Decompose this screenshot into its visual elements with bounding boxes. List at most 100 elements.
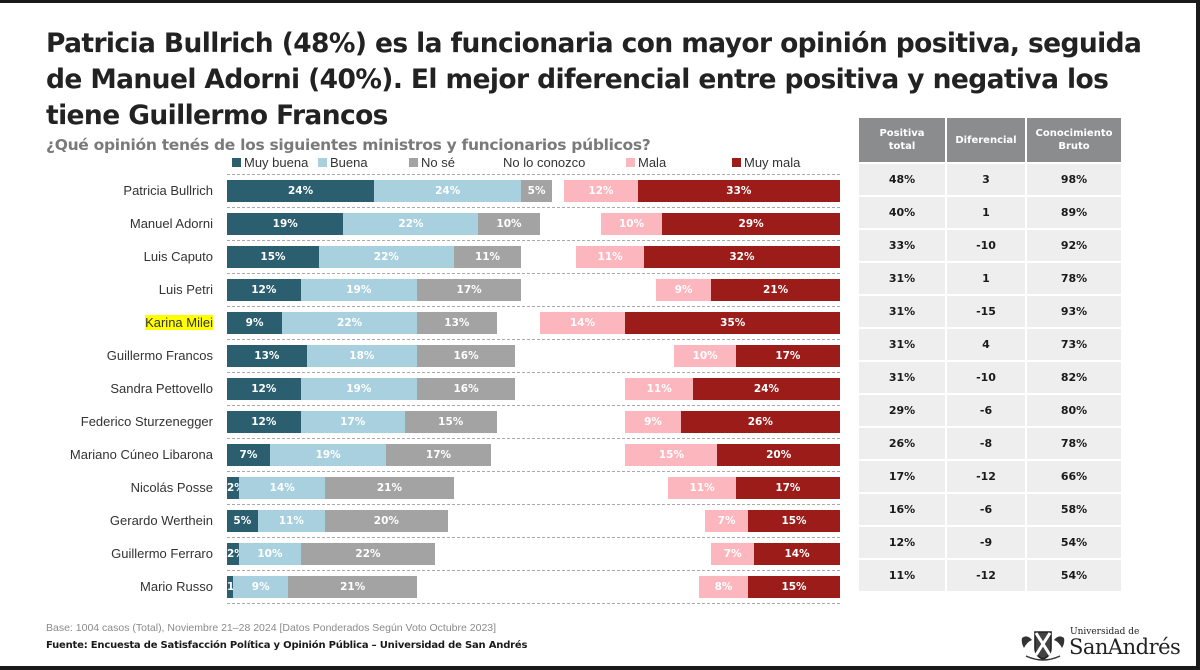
- data-label: 7%: [239, 449, 258, 461]
- bar-segment-no-s-: 20%: [325, 510, 448, 532]
- bar-segment-buena: 22%: [318, 246, 454, 268]
- legend-item-no-lo-conozco: No lo conozco: [503, 155, 585, 170]
- bar-segment-buena: 22%: [343, 213, 479, 235]
- data-label: 12%: [251, 416, 277, 428]
- summary-table-row: 26% -8 78%: [859, 428, 1121, 459]
- legend-label: No sé: [421, 155, 455, 170]
- cell-diferencial: -9: [947, 527, 1025, 558]
- bar-segment-mala: 14%: [539, 312, 626, 334]
- row-separator: [227, 240, 840, 241]
- cell-diferencial: 4: [947, 329, 1025, 360]
- cell-diferencial: -6: [947, 395, 1025, 426]
- bar-segment-muy-mala: 35%: [625, 312, 840, 334]
- bar-segment-buena: 19%: [269, 444, 387, 466]
- legend-item-mala: Mala: [626, 155, 666, 170]
- bar-segment-buena: 17%: [300, 411, 405, 433]
- bar-segment-no-lo-conozco: [417, 576, 699, 598]
- cell-diferencial: -15: [947, 296, 1025, 327]
- bar-segment-mala: 15%: [625, 444, 718, 466]
- legend-label: Muy buena: [244, 155, 309, 170]
- bar-segment-muy-mala: 24%: [692, 378, 840, 400]
- data-label: 11%: [474, 251, 501, 263]
- cell-positiva-total: 16%: [859, 494, 945, 525]
- cell-conocimiento-bruto: 80%: [1027, 395, 1121, 426]
- legend-label: Buena: [330, 155, 368, 170]
- summary-table-row: 16% -6 58%: [859, 494, 1121, 525]
- data-label: 10%: [257, 548, 283, 560]
- row-separator: [227, 471, 840, 472]
- bar-segment-buena: 10%: [239, 543, 301, 565]
- data-label: 19%: [315, 449, 341, 461]
- legend-label: No lo conozco: [503, 155, 586, 170]
- cell-conocimiento-bruto: 89%: [1027, 197, 1121, 228]
- data-label: 10%: [619, 218, 645, 230]
- title-line: Patricia Bullrich (48%) es la funcionari…: [46, 28, 1142, 59]
- data-label: 14%: [784, 548, 810, 560]
- bar-segment-buena: 19%: [300, 279, 418, 301]
- bar-segment-no-s-: 22%: [300, 543, 436, 565]
- data-label: 9%: [644, 416, 662, 428]
- bar-segment-mala: 11%: [668, 477, 736, 499]
- data-label: 15%: [260, 251, 286, 263]
- cell-positiva-total: 29%: [859, 395, 945, 426]
- bar-segment-muy-buena: 24%: [227, 180, 375, 202]
- data-label: 17%: [775, 350, 801, 362]
- data-label: 13%: [254, 350, 280, 362]
- category-label: Karina Milei: [145, 315, 213, 330]
- university-crest-icon: [1021, 631, 1065, 661]
- row-separator: [227, 504, 840, 505]
- data-label: 13%: [444, 317, 470, 329]
- data-label: 1%: [227, 581, 234, 593]
- bar-segment-no-lo-conozco: [435, 543, 712, 565]
- cell-diferencial: -10: [947, 362, 1025, 393]
- data-label: 24%: [753, 383, 779, 395]
- summary-table: Positiva total Diferencial Conocimiento Br…: [857, 116, 1123, 593]
- source-note: Fuente: Encuesta de Satisfacción Polític…: [46, 640, 528, 651]
- data-label: 21%: [340, 581, 366, 593]
- bar-segment-muy-buena: 2%: [227, 543, 240, 565]
- data-label: 22%: [398, 218, 424, 230]
- row-separator: [227, 438, 840, 439]
- row-separator: [227, 306, 840, 307]
- bar-segment-buena: 19%: [300, 378, 418, 400]
- bar-segment-muy-mala: 17%: [735, 477, 840, 499]
- cell-diferencial: -12: [947, 461, 1025, 492]
- legend-swatch: [318, 158, 327, 167]
- data-label: 33%: [726, 185, 752, 197]
- bar-segment-no-s-: 13%: [417, 312, 497, 334]
- data-label: 35%: [720, 317, 746, 329]
- cell-conocimiento-bruto: 58%: [1027, 494, 1121, 525]
- data-label: 15%: [658, 449, 684, 461]
- data-label: 19%: [272, 218, 298, 230]
- row-separator: [227, 372, 840, 373]
- bar-segment-no-lo-conozco: [515, 378, 626, 400]
- data-label: 22%: [337, 317, 363, 329]
- data-label: 22%: [373, 251, 399, 263]
- data-label: 2%: [227, 548, 239, 560]
- bar-segment-muy-buena: 9%: [227, 312, 283, 334]
- category-label: Federico Sturzenegger: [80, 414, 213, 429]
- cell-positiva-total: 31%: [859, 362, 945, 393]
- data-label: 8%: [714, 581, 733, 593]
- category-label: Manuel Adorni: [129, 216, 213, 231]
- cell-diferencial: 1: [947, 263, 1025, 294]
- data-label: 16%: [453, 383, 479, 395]
- data-label: 17%: [456, 284, 482, 296]
- data-label: 5%: [527, 185, 546, 197]
- bar-segment-no-lo-conozco: [521, 246, 577, 268]
- cell-positiva-total: 31%: [859, 329, 945, 360]
- bar-segment-muy-buena: 13%: [227, 345, 307, 367]
- bar-segment-muy-buena: 12%: [227, 411, 301, 433]
- frame-border-top: [0, 0, 1200, 3]
- bar-segment-mala: 7%: [705, 510, 749, 532]
- data-label: 10%: [496, 218, 522, 230]
- summary-table-row: 48% 3 98%: [859, 164, 1121, 195]
- bar-segment-muy-mala: 32%: [643, 246, 840, 268]
- bar-segment-no-lo-conozco: [490, 444, 626, 466]
- data-label: 9%: [674, 284, 693, 296]
- cell-positiva-total: 12%: [859, 527, 945, 558]
- data-label: 11%: [689, 482, 715, 494]
- row-separator: [227, 207, 840, 208]
- data-label: 11%: [597, 251, 623, 263]
- row-separator: [227, 339, 840, 340]
